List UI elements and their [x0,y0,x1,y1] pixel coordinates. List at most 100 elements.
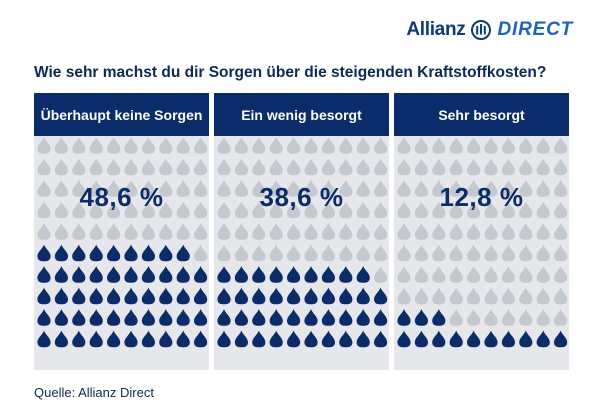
value-label: 12,8 % [439,182,524,212]
drop-icon-empty [374,266,388,283]
drop-icon-filled [107,266,121,283]
drop-icon-empty [554,287,568,305]
drop-icon-empty [141,180,155,197]
drop-icon-empty [449,137,463,154]
drop-icon-empty [414,201,428,219]
drop-icon-empty [536,266,550,283]
drop-icon-filled [217,266,231,283]
drop-icon-filled [141,309,155,326]
drop-icon-empty [252,244,266,262]
drop-icon-filled [194,287,208,305]
drop-icon-empty [397,244,411,262]
drop-icon-empty [269,137,283,154]
drop-icon-empty [467,266,481,283]
drop-icon-empty [287,180,301,197]
drop-icon-empty [501,309,515,326]
drop-icon-empty [339,137,353,154]
drop-icon-empty [356,201,370,219]
value-label: 48,6 % [79,182,164,212]
pictogram-grid [397,137,568,348]
drop-icon-empty [287,201,301,219]
drop-icon-empty [234,137,248,154]
drop-icon-filled [54,244,68,262]
drop-icon-empty [519,137,533,154]
drop-icon-filled [194,330,208,348]
drop-icon-empty [321,201,335,219]
drop-icon-filled [72,287,86,305]
drop-icon-empty [519,180,533,197]
drop-icon-empty [414,158,428,176]
drop-icon-filled [321,309,335,326]
drop-icon-empty [194,244,208,262]
drop-icon-empty [141,137,155,154]
drop-icon-empty [124,158,138,176]
drop-icon-empty [304,137,318,154]
drop-icon-filled [554,330,568,348]
drop-icon-empty [176,201,190,219]
drop-icon-empty [449,180,463,197]
drop-icon-filled [304,330,318,348]
drop-icon-empty [304,223,318,240]
panel-little-worried: Ein wenig besorgt 38,6 % [214,93,389,370]
drop-icon-empty [397,158,411,176]
drop-icon-filled [356,309,370,326]
drop-icon-filled [194,266,208,283]
drop-icon-filled [234,330,248,348]
drop-icon-empty [356,180,370,197]
drop-icon-filled [269,266,283,283]
drop-icon-filled [37,309,51,326]
drop-icon-empty [467,158,481,176]
drop-icon-empty [89,158,103,176]
drop-icon-filled [339,287,353,305]
drop-icon-filled [432,309,446,326]
drop-icon-empty [72,158,86,176]
drop-icon-empty [176,137,190,154]
chart-title: Wie sehr machst du dir Sorgen über die s… [34,64,547,81]
drop-icon-filled [304,287,318,305]
drop-icon-empty [432,287,446,305]
drop-icon-filled [176,287,190,305]
drop-icon-empty [37,158,51,176]
drop-icon-empty [159,137,173,154]
drop-icon-filled [414,330,428,348]
drop-icon-empty [54,158,68,176]
drop-icon-filled [176,244,190,262]
drop-icon-empty [252,137,266,154]
drop-icon-empty [54,201,68,219]
pictogram-grid [37,137,208,348]
drop-icon-empty [304,158,318,176]
drop-icon-empty [374,201,388,219]
drop-icon-filled [37,244,51,262]
drop-icon-filled [124,244,138,262]
drop-icon-empty [414,266,428,283]
drop-icon-empty [287,137,301,154]
drop-icon-empty [449,244,463,262]
drop-icon-empty [234,223,248,240]
drop-icon-filled [374,287,388,305]
drop-icon-empty [484,180,498,197]
drop-icon-filled [339,309,353,326]
drop-icon-empty [536,244,550,262]
drop-icon-filled [54,330,68,348]
drop-icon-empty [484,158,498,176]
drop-icon-filled [37,287,51,305]
drop-icon-empty [374,137,388,154]
drop-icon-empty [554,244,568,262]
drop-icon-empty [467,244,481,262]
drop-icon-empty [269,244,283,262]
drop-icon-empty [141,158,155,176]
drop-icon-filled [217,309,231,326]
drop-icon-empty [339,244,353,262]
drop-icon-filled [432,330,446,348]
drop-icon-empty [397,180,411,197]
drop-icon-filled [159,266,173,283]
drop-icon-empty [374,180,388,197]
drop-grid-panel: 38,6 % [214,136,389,370]
drop-icon-filled [321,330,335,348]
drop-icon-empty [519,223,533,240]
drop-icon-empty [554,137,568,154]
drop-icon-empty [269,201,283,219]
drop-icon-empty [217,158,231,176]
drop-icon-filled [501,330,515,348]
drop-icon-empty [467,287,481,305]
